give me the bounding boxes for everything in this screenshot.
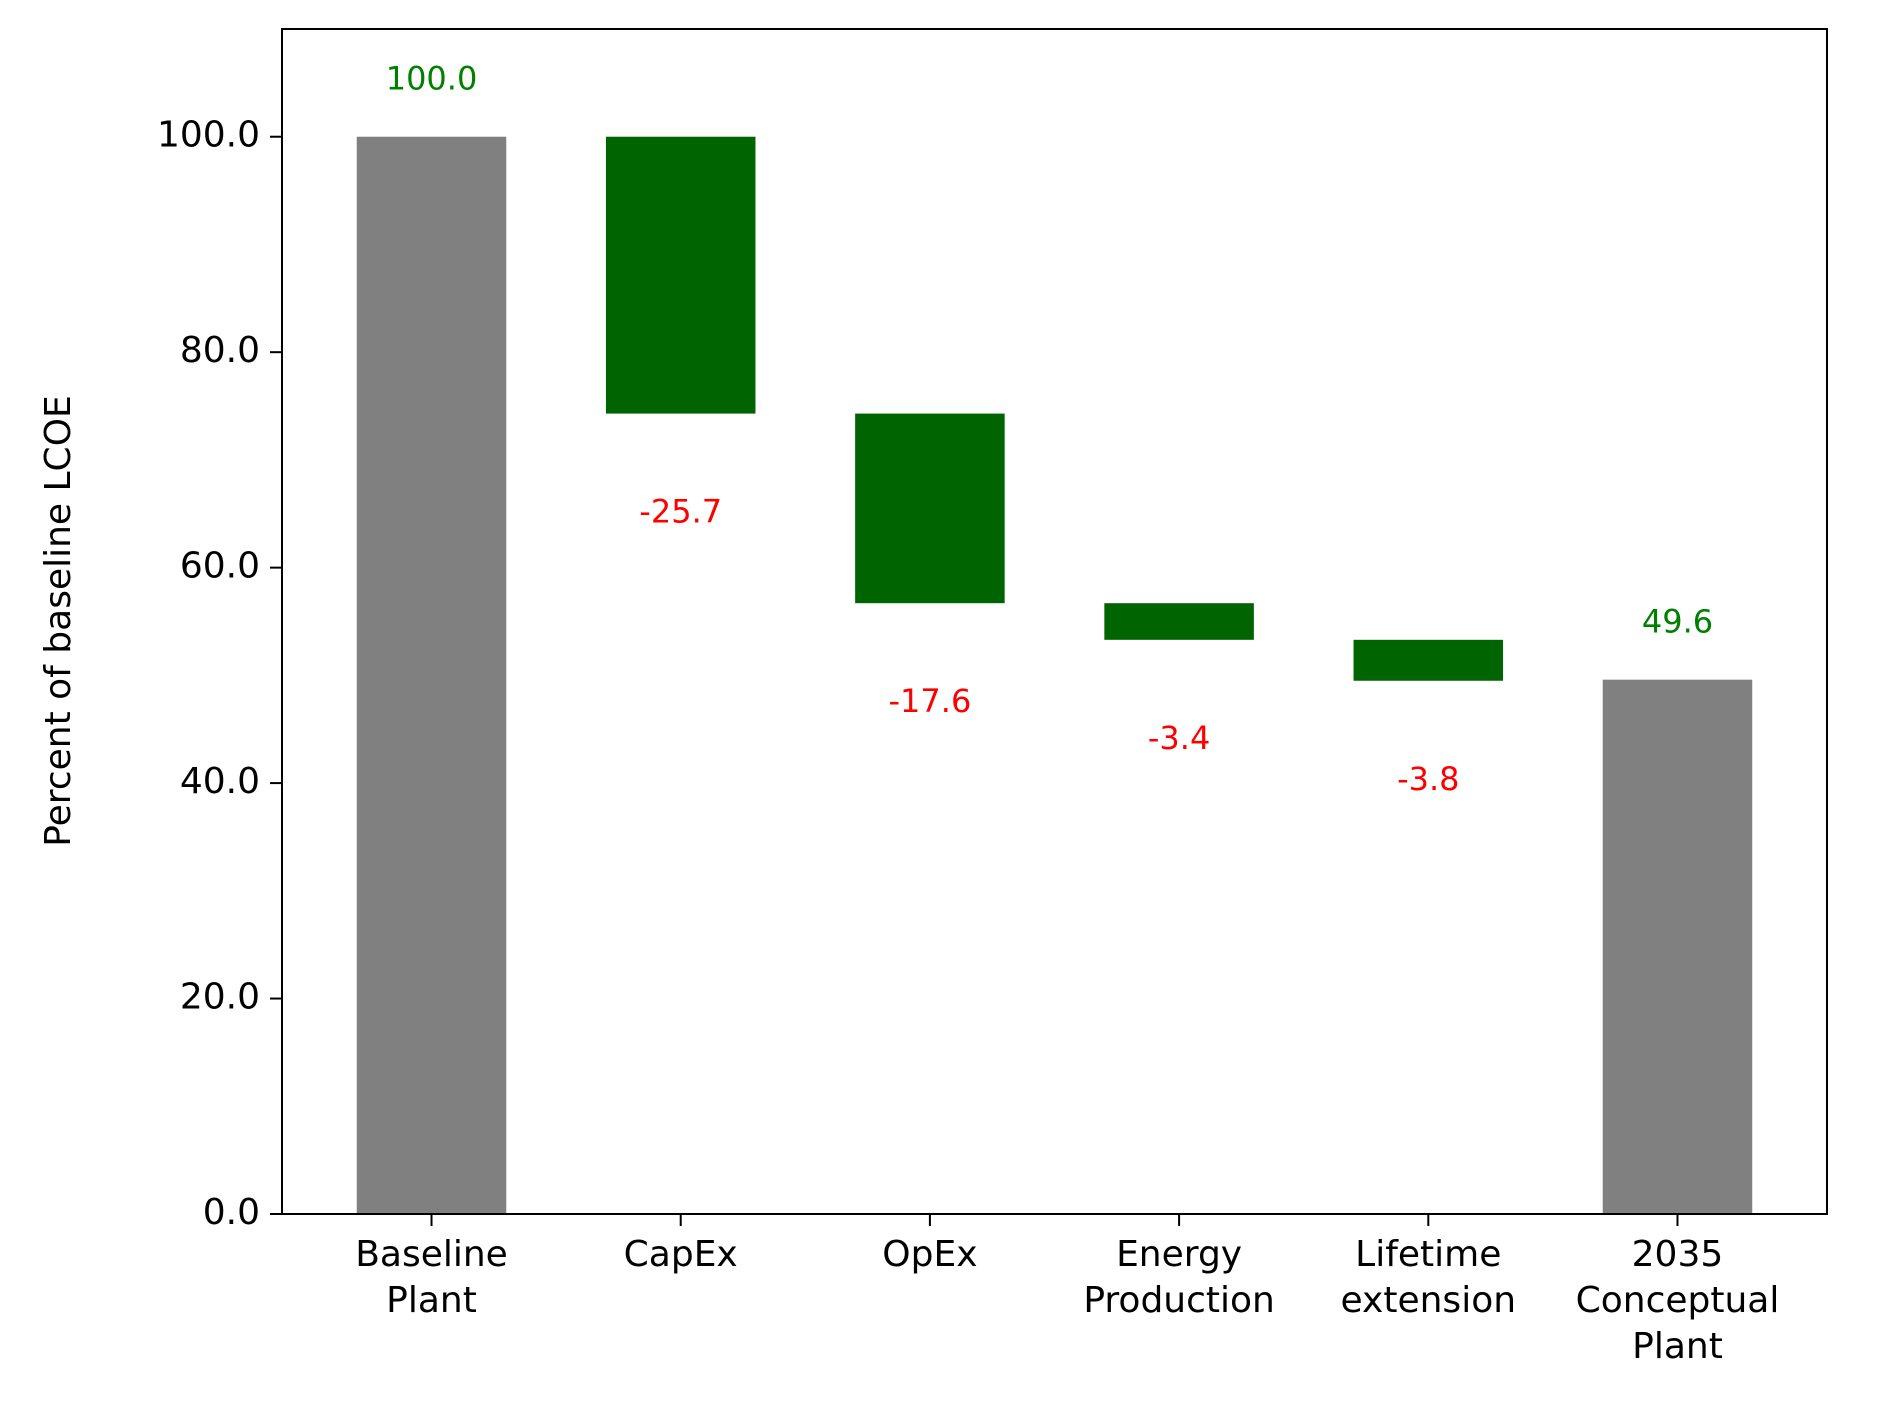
bar-4 — [1353, 639, 1504, 681]
y-axis: 0.0 20.0 40.0 60.0 80.0 100.0 — [157, 115, 282, 1233]
data-label-4: -3.8 — [1397, 760, 1459, 798]
x-tick-label-3: Energy Production — [1083, 1234, 1275, 1321]
y-tick-label-0: 0.0 — [203, 1192, 260, 1233]
data-label-1: -25.7 — [639, 493, 722, 531]
bar-5 — [1602, 679, 1753, 1214]
y-tick-label-2: 40.0 — [180, 761, 260, 802]
y-tick-label-1: 20.0 — [180, 977, 260, 1018]
x-tick-label-0: Baseline Plant — [355, 1234, 508, 1321]
data-label-5: 49.6 — [1642, 603, 1713, 641]
data-label-0: 100.0 — [386, 60, 478, 98]
x-tick-label-2: OpEx — [882, 1234, 977, 1275]
y-tick-label-5: 100.0 — [157, 115, 260, 156]
bars-layer — [356, 136, 1753, 1214]
x-axis: Baseline Plant CapEx OpEx Energy Production Li… — [355, 1214, 1779, 1367]
plot-frame — [281, 28, 1828, 1215]
data-labels-layer: 100.0 -25.7 -17.6 -3.4 -3.8 49.6 — [386, 60, 1713, 798]
x-tick-label-1: CapEx — [624, 1234, 738, 1275]
y-tick-label-4: 80.0 — [180, 330, 260, 371]
bar-2 — [855, 413, 1005, 604]
data-label-3: -3.4 — [1148, 719, 1210, 757]
bar-1 — [605, 136, 756, 414]
y-tick-label-3: 60.0 — [180, 546, 260, 587]
x-tick-label-5: 2035 Conceptual Plant — [1576, 1234, 1780, 1367]
y-axis-title: Percent of baseline LCOE — [38, 395, 79, 847]
bar-3 — [1104, 603, 1254, 640]
x-tick-label-4: Lifetime extension — [1341, 1234, 1517, 1321]
bar-0 — [356, 136, 507, 1214]
data-label-2: -17.6 — [889, 682, 972, 720]
